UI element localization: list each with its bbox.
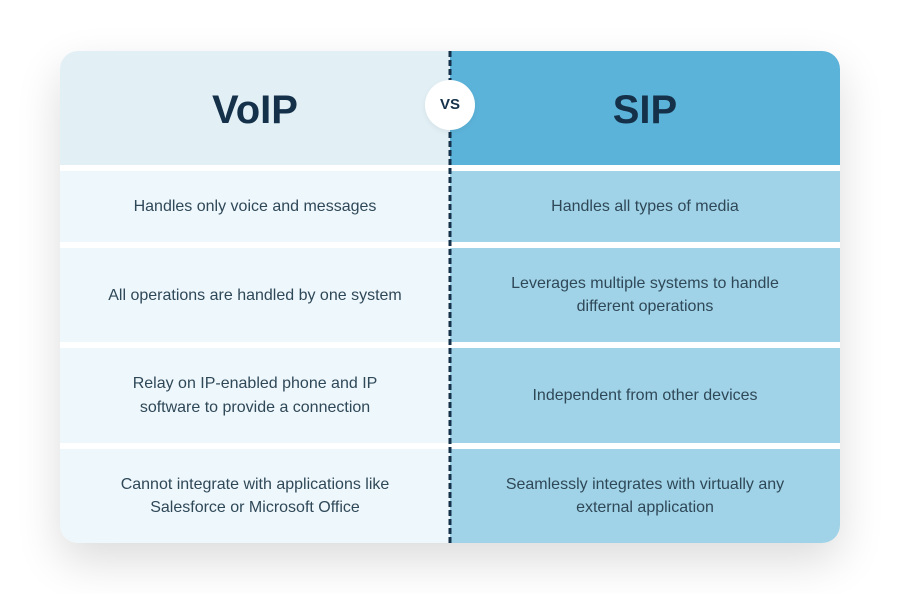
right-title: SIP (613, 81, 677, 139)
left-cell: Relay on IP-enabled phone and IP softwar… (60, 348, 450, 442)
right-cell: Leverages multiple systems to handle dif… (450, 248, 840, 342)
right-cell: Seamlessly integrates with virtually any… (450, 449, 840, 543)
comparison-card: VoIP SIP Handles only voice and messages… (60, 51, 840, 543)
vs-label: VS (440, 96, 460, 113)
left-cell: Handles only voice and messages (60, 171, 450, 242)
right-header: SIP (450, 51, 840, 165)
right-cell: Handles all types of media (450, 171, 840, 242)
left-cell: Cannot integrate with applications like … (60, 449, 450, 543)
vs-badge: VS (425, 80, 475, 130)
left-cell: All operations are handled by one system (60, 248, 450, 342)
left-header: VoIP (60, 51, 450, 165)
right-cell: Independent from other devices (450, 348, 840, 442)
left-title: VoIP (212, 81, 298, 139)
